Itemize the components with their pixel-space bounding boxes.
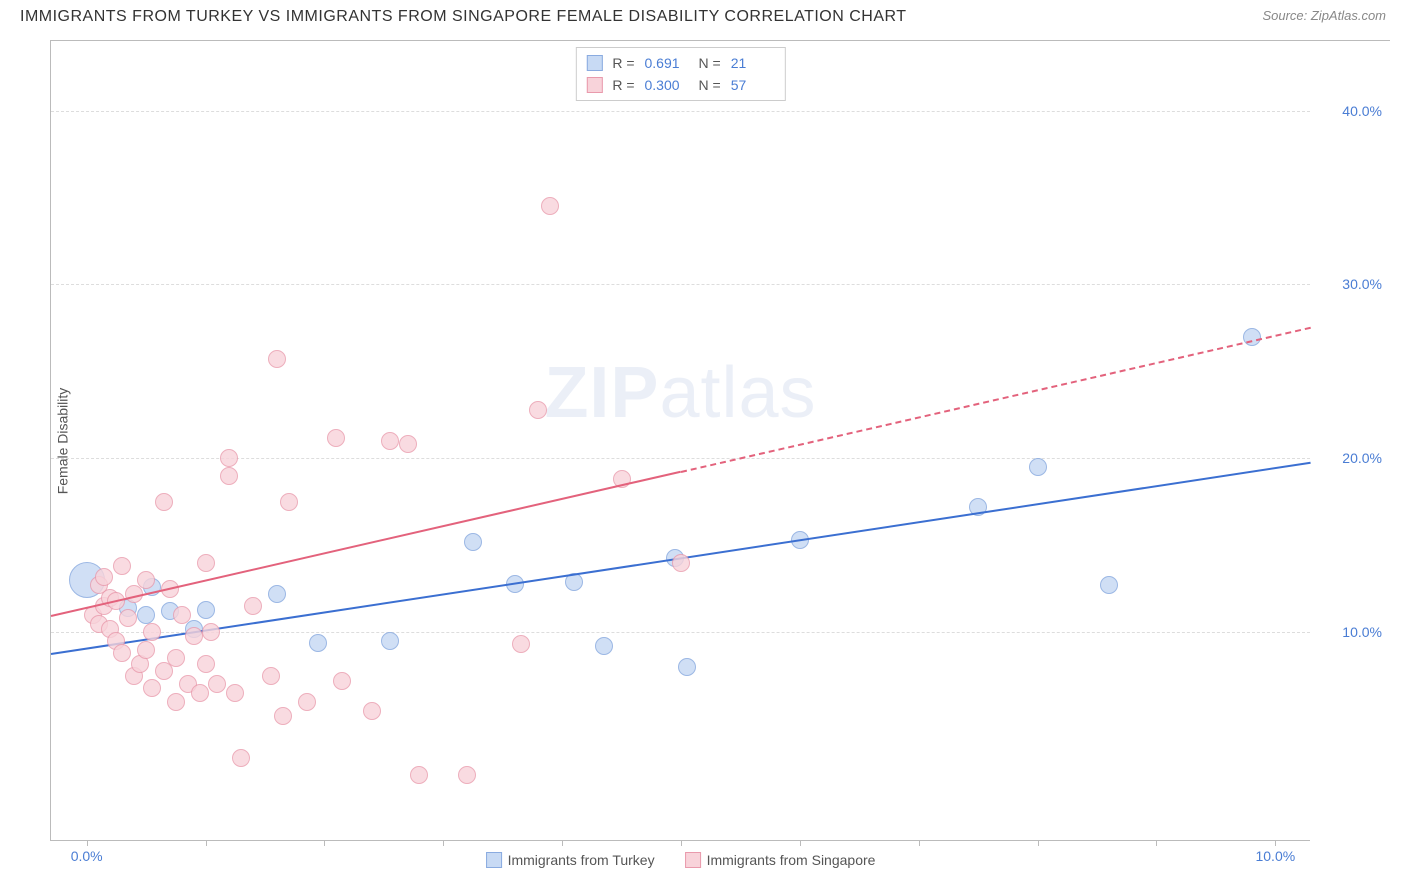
scatter-point [197,554,215,572]
legend-item: Immigrants from Singapore [685,852,876,868]
x-tick-mark [919,840,920,846]
scatter-point [208,675,226,693]
y-tick-label: 40.0% [1342,103,1382,119]
x-tick-mark [324,840,325,846]
scatter-point [113,557,131,575]
scatter-point [309,634,327,652]
scatter-point [381,432,399,450]
stats-legend: R = 0.691 N = 21 R = 0.300 N = 57 [575,47,785,101]
x-tick-mark [206,840,207,846]
scatter-point [262,667,280,685]
stats-legend-row: R = 0.691 N = 21 [586,52,774,74]
scatter-point [529,401,547,419]
bottom-legend: Immigrants from Turkey Immigrants from Si… [486,852,876,868]
stats-r-label: R = [612,55,634,71]
scatter-point [167,649,185,667]
legend-label: Immigrants from Singapore [707,852,876,868]
scatter-point [173,606,191,624]
scatter-point [185,627,203,645]
legend-swatch [486,852,502,868]
scatter-point [143,679,161,697]
legend-swatch [586,55,602,71]
legend-swatch [685,852,701,868]
scatter-point [333,672,351,690]
stats-n-value: 21 [731,55,775,71]
y-tick-label: 10.0% [1342,624,1382,640]
scatter-point [202,623,220,641]
scatter-point [143,623,161,641]
scatter-point [410,766,428,784]
scatter-point [327,429,345,447]
x-tick-mark [1275,840,1276,846]
scatter-point [280,493,298,511]
chart-title: IMMIGRANTS FROM TURKEY VS IMMIGRANTS FRO… [20,8,907,26]
trend-line [51,471,681,617]
x-tick-mark [1038,840,1039,846]
x-tick-mark [800,840,801,846]
y-tick-label: 30.0% [1342,276,1382,292]
x-tick-mark [1156,840,1157,846]
stats-r-value: 0.691 [645,55,689,71]
stats-r-value: 0.300 [645,77,689,93]
scatter-point [226,684,244,702]
scatter-point [464,533,482,551]
scatter-point [197,655,215,673]
legend-label: Immigrants from Turkey [508,852,655,868]
trend-line-dashed [681,326,1311,472]
scatter-point [541,197,559,215]
x-tick-mark [87,840,88,846]
grid-line [51,632,1310,633]
scatter-point [381,632,399,650]
scatter-point [167,693,185,711]
source-label: Source: ZipAtlas.com [1262,8,1386,23]
stats-n-value: 57 [731,77,775,93]
watermark: ZIPatlas [544,352,816,434]
plot-area: Female Disability ZIPatlas R = 0.691 N = 21… [50,41,1310,841]
legend-swatch [586,77,602,93]
scatter-point [595,637,613,655]
scatter-point [197,601,215,619]
scatter-point [137,606,155,624]
scatter-point [220,449,238,467]
scatter-point [1100,576,1118,594]
stats-legend-row: R = 0.300 N = 57 [586,74,774,96]
legend-item: Immigrants from Turkey [486,852,655,868]
stats-r-label: R = [612,77,634,93]
scatter-point [268,350,286,368]
scatter-point [155,493,173,511]
scatter-point [191,684,209,702]
scatter-point [268,585,286,603]
scatter-point [298,693,316,711]
chart-container: Female Disability ZIPatlas R = 0.691 N = 21… [50,40,1390,840]
scatter-point [399,435,417,453]
stats-n-label: N = [699,77,721,93]
y-tick-label: 20.0% [1342,450,1382,466]
scatter-point [512,635,530,653]
scatter-point [220,467,238,485]
scatter-point [678,658,696,676]
scatter-point [95,568,113,586]
stats-n-label: N = [699,55,721,71]
x-tick-mark [443,840,444,846]
scatter-point [137,571,155,589]
grid-line [51,111,1310,112]
x-tick-mark [681,840,682,846]
y-axis-label: Female Disability [54,387,70,494]
scatter-point [672,554,690,572]
scatter-point [1029,458,1047,476]
scatter-point [363,702,381,720]
grid-line [51,284,1310,285]
x-tick-label: 0.0% [71,848,103,864]
scatter-point [113,644,131,662]
scatter-point [244,597,262,615]
scatter-point [458,766,476,784]
scatter-point [274,707,292,725]
x-tick-label: 10.0% [1255,848,1295,864]
scatter-point [232,749,250,767]
x-tick-mark [562,840,563,846]
scatter-point [137,641,155,659]
scatter-point [119,609,137,627]
grid-line [51,458,1310,459]
